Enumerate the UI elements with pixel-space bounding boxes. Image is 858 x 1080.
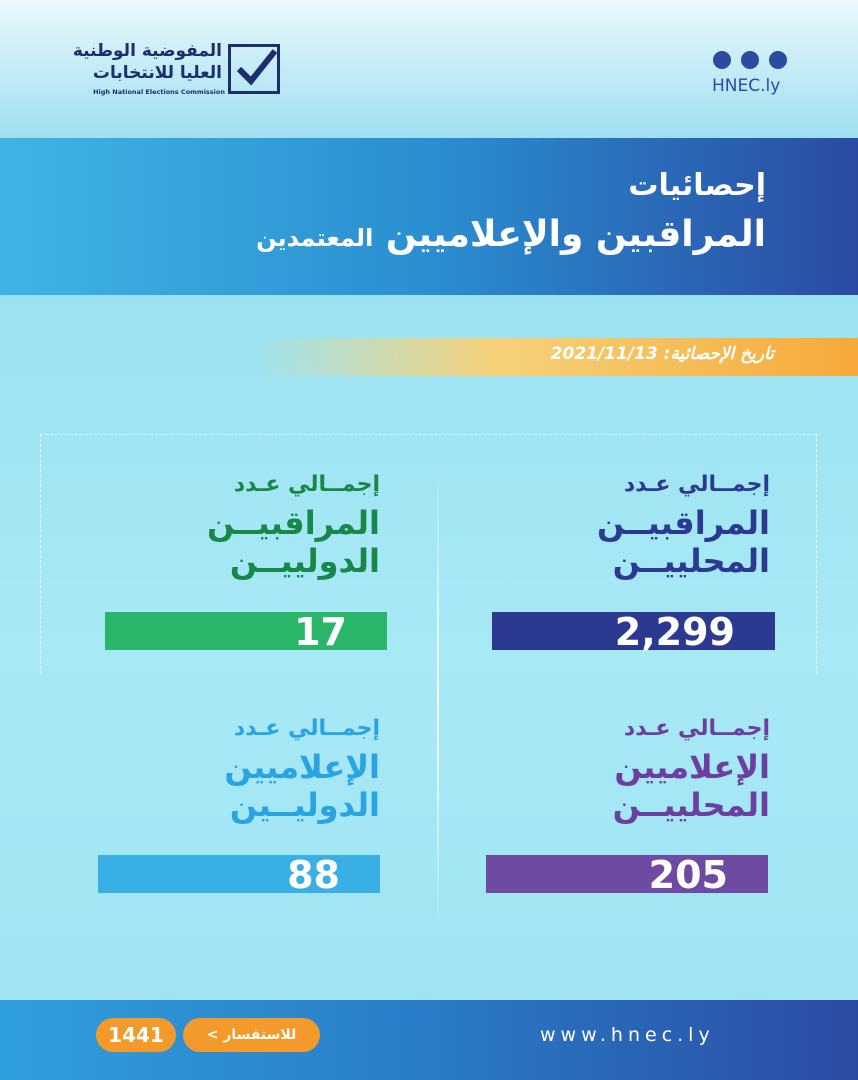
- value-bar: 205: [486, 855, 768, 895]
- date-label: تاريخ الإحصائية:: [663, 344, 774, 364]
- logo-english: High National Elections Commission: [93, 88, 225, 96]
- card: إجمــالي عـدد الإعلاميين الدوليــين: [80, 710, 380, 824]
- value-bar: 88: [98, 855, 380, 895]
- date: تاريخ الإحصائية: 2021/11/13: [300, 344, 774, 364]
- card-line: الدوليــين: [229, 786, 380, 824]
- subtitle: المراقبين والإعلاميين المعتمدين: [100, 214, 766, 255]
- card-line: الإعلاميين: [224, 748, 380, 786]
- dashed-frame: [40, 434, 816, 889]
- card: إجمــالي عـدد المراقبيــن المحلييــن: [470, 466, 770, 580]
- logo-box: [228, 44, 280, 94]
- card-line: إجمــالي عـدد: [623, 472, 770, 497]
- title-banner: [0, 138, 858, 295]
- logo-text: المفوضية الوطنية العليا للانتخابات: [40, 40, 222, 84]
- top-area: [0, 0, 858, 138]
- icons: [713, 51, 787, 69]
- divider: [437, 470, 439, 930]
- dashed-side: [816, 434, 817, 674]
- subtitle-small: المعتمدين: [256, 224, 374, 252]
- card-line: الإعلاميين: [614, 748, 770, 786]
- dashed-side: [40, 434, 41, 674]
- value-bar: 17: [105, 612, 387, 652]
- logo-line: المفوضية الوطنية: [72, 41, 222, 61]
- logo-line: العليا للانتخابات: [92, 63, 222, 83]
- card-line: المراقبيــن: [206, 504, 380, 542]
- card-line: إجمــالي عـدد: [623, 716, 770, 741]
- subtitle-main: المراقبين والإعلاميين: [385, 214, 766, 255]
- phone-pill[interactable]: 1441: [96, 1018, 176, 1052]
- card: إجمــالي عـدد الإعلاميين المحلييــن: [470, 710, 770, 824]
- inquiry-pill[interactable]: للاستفسار >: [183, 1018, 320, 1052]
- card-line: إجمــالي عـدد: [233, 472, 380, 497]
- inquiry-label: للاستفسار: [223, 1027, 297, 1043]
- card-line: الدولييــن: [229, 542, 380, 580]
- site-label: HNEC.ly: [712, 76, 781, 96]
- card-line: المحلييــن: [612, 542, 770, 580]
- card-line: إجمــالي عـدد: [233, 716, 380, 741]
- value-bar: 2,299: [492, 612, 775, 652]
- date-bar: [250, 338, 858, 376]
- social-icons: [712, 50, 792, 74]
- card-line: المحلييــن: [612, 786, 770, 824]
- date-value: 2021/11/13: [550, 344, 658, 364]
- card: إجمــالي عـدد المراقبيــن الدولييــن: [80, 466, 380, 580]
- logo-check: [236, 49, 278, 86]
- footer-url: www.hnec.ly: [540, 1024, 715, 1046]
- title: إحصائيات: [628, 168, 766, 203]
- card-line: المراقبيــن: [596, 504, 770, 542]
